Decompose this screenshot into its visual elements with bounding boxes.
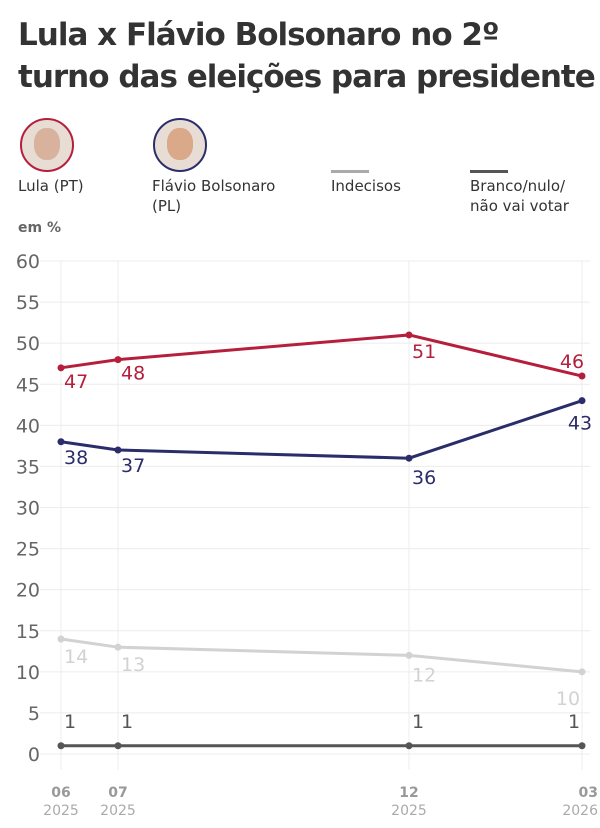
y-tick-label: 40 [16, 415, 40, 437]
x-tick-month: 12 [399, 785, 418, 801]
y-tick-label: 20 [16, 580, 40, 602]
data-label: 1 [412, 711, 424, 733]
unit-label: em % [18, 220, 61, 236]
y-tick-label: 0 [28, 744, 40, 766]
data-point [57, 364, 65, 372]
y-tick-label: 10 [16, 662, 40, 684]
data-label: 14 [64, 646, 88, 668]
data-label: 43 [568, 413, 592, 435]
lula-photo-icon [20, 118, 74, 172]
branco-legend-line [470, 170, 508, 173]
x-tick-month: 03 [579, 785, 598, 801]
data-point [578, 397, 586, 405]
chart-title: Lula x Flávio Bolsonaro no 2º turno das … [18, 17, 596, 95]
data-point [578, 372, 586, 380]
data-point [57, 635, 65, 643]
x-tick-year: 2025 [43, 803, 79, 819]
data-label: 1 [121, 711, 133, 733]
y-tick-label: 50 [16, 333, 40, 355]
data-point [405, 742, 413, 750]
data-label: 1 [568, 711, 580, 733]
data-point [57, 742, 65, 750]
y-tick-label: 30 [16, 498, 40, 520]
y-tick-label: 60 [16, 251, 40, 273]
data-label: 12 [412, 664, 436, 686]
data-label: 36 [412, 467, 436, 489]
data-label: 37 [121, 455, 145, 477]
data-point [114, 643, 122, 651]
data-point [405, 454, 413, 462]
data-label: 46 [560, 351, 584, 373]
x-tick-year: 2026 [562, 803, 598, 819]
flavio-photo-icon [153, 118, 207, 172]
data-label: 48 [121, 363, 145, 385]
data-point [57, 438, 65, 446]
legend-branco: Branco/nulo/ não vai votar [470, 177, 569, 215]
x-tick-year: 2025 [100, 803, 136, 819]
y-tick-label: 35 [16, 456, 40, 478]
data-label: 1 [64, 711, 76, 733]
y-tick-label: 45 [16, 374, 40, 396]
data-point [578, 668, 586, 676]
legend-flavio: Flávio Bolsonaro (PL) [152, 177, 276, 215]
y-tick-label: 5 [28, 703, 40, 725]
data-point [114, 742, 122, 750]
data-point [405, 331, 413, 339]
x-tick-month: 07 [108, 785, 127, 801]
data-point [405, 651, 413, 659]
y-tick-label: 25 [16, 539, 40, 561]
legend-indecisos: Indecisos [331, 177, 401, 195]
x-tick-year: 2025 [391, 803, 427, 819]
y-tick-label: 55 [16, 292, 40, 314]
legend-lula: Lula (PT) [18, 177, 84, 195]
y-tick-label: 15 [16, 621, 40, 643]
data-label: 13 [121, 654, 145, 676]
x-tick-month: 06 [51, 785, 70, 801]
series-line-2 [60, 637, 583, 674]
data-label: 47 [64, 371, 88, 393]
data-label: 51 [412, 341, 436, 363]
data-point [114, 356, 122, 364]
series-line-1 [60, 399, 583, 460]
indecisos-legend-line [331, 170, 369, 173]
data-point [578, 742, 586, 750]
data-point [114, 446, 122, 454]
series-line-0 [60, 333, 583, 378]
data-label: 10 [556, 688, 580, 710]
data-label: 38 [64, 447, 88, 469]
